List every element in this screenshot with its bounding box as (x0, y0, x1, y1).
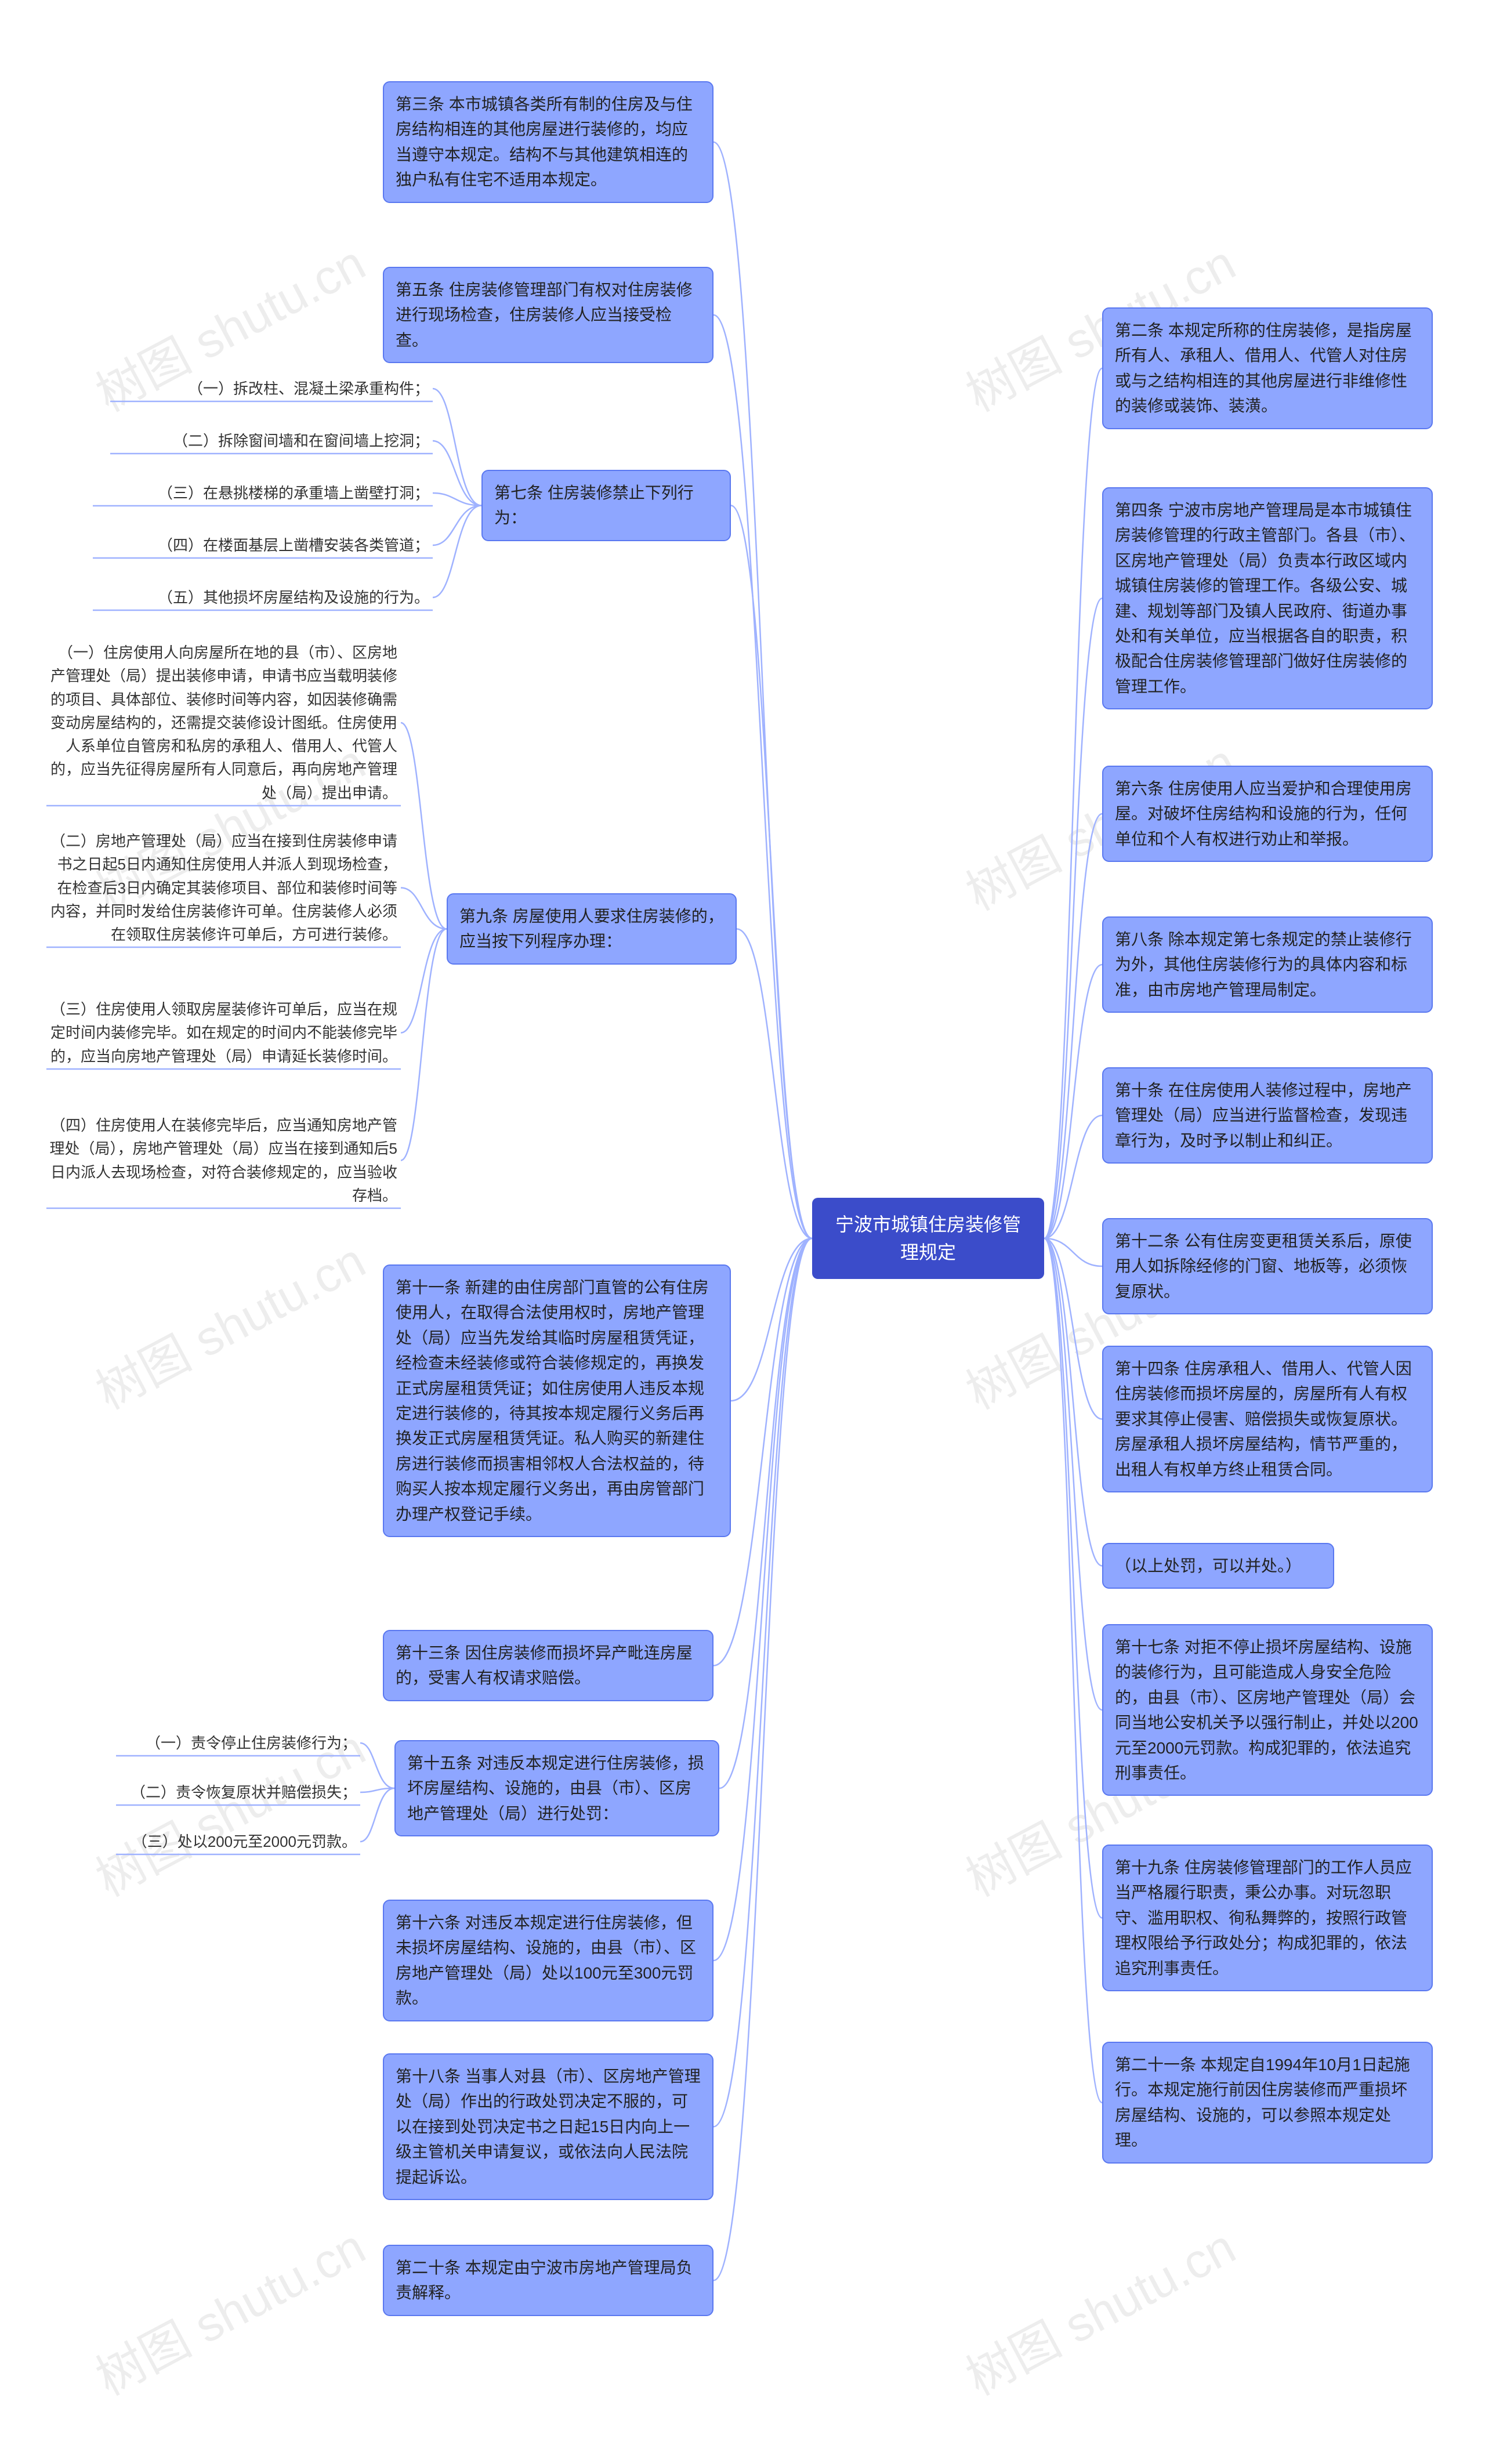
mindmap-node: 第十三条 因住房装修而损坏异产毗连房屋的，受害人有权请求赔偿。 (383, 1630, 713, 1701)
mindmap-node: 第十八条 当事人对县（市）、区房地产管理处（局）作出的行政处罚决定不服的，可以在… (383, 2053, 713, 2200)
mindmap-leaf: （三）住房使用人领取房屋装修许可单后，应当在规定时间内装修完毕。如在规定的时间内… (46, 998, 397, 1068)
mindmap-node: 第七条 住房装修禁止下列行为： (481, 470, 731, 541)
mindmap-node: 第八条 除本规定第七条规定的禁止装修行为外，其他住房装修行为的具体内容和标准，由… (1102, 916, 1433, 1013)
mindmap-node: 第六条 住房使用人应当爱护和合理使用房屋。对破坏住房结构和设施的行为，任何单位和… (1102, 766, 1433, 862)
mindmap-node: 第九条 房屋使用人要求住房装修的，应当按下列程序办理： (447, 893, 737, 965)
mindmap-leaf: （五）其他损坏房屋结构及设施的行为。 (93, 586, 429, 609)
mindmap-node: （以上处罚，可以并处。） (1102, 1543, 1334, 1589)
mindmap-leaf: （二）责令恢复原状并赔偿损失； (116, 1781, 357, 1804)
mindmap-node: 第二十条 本规定由宁波市房地产管理局负责解释。 (383, 2245, 713, 2316)
mindmap-leaf: （二）拆除窗间墙和在窗间墙上挖洞； (110, 429, 429, 452)
mindmap-leaf: （四）住房使用人在装修完毕后，应当通知房地产管理处（局），房地产管理处（局）应当… (46, 1114, 397, 1207)
mindmap-node: 第十六条 对违反本规定进行住房装修，但未损坏房屋结构、设施的，由县（市）、区房地… (383, 1900, 713, 2021)
mindmap-node: 第五条 住房装修管理部门有权对住房装修进行现场检查，住房装修人应当接受检查。 (383, 267, 713, 363)
mindmap-leaf: （一）住房使用人向房屋所在地的县（市）、区房地产管理处（局）提出装修申请，申请书… (46, 641, 397, 805)
mindmap-leaf: （三）处以200元至2000元罚款。 (116, 1830, 357, 1853)
watermark: 树图 shutu.cn (952, 2209, 1245, 2409)
mindmap-node: 第二条 本规定所称的住房装修，是指房屋所有人、承租人、借用人、代管人对住房或与之… (1102, 307, 1433, 429)
watermark: 树图 shutu.cn (82, 2209, 375, 2409)
mindmap-node: 第二十一条 本规定自1994年10月1日起施行。本规定施行前因住房装修而严重损坏… (1102, 2042, 1433, 2164)
mindmap-node: 第十五条 对违反本规定进行住房装修，损坏房屋结构、设施的，由县（市）、区房地产管… (394, 1740, 719, 1836)
mindmap-node: 第十一条 新建的由住房部门直管的公有住房使用人，在取得合法使用权时，房地产管理处… (383, 1264, 731, 1537)
mindmap-node: 第十条 在住房使用人装修过程中，房地产管理处（局）应当进行监督检查，发现违章行为… (1102, 1067, 1433, 1164)
mindmap-leaf: （一）拆改柱、混凝土梁承重构件； (110, 377, 429, 400)
mindmap-leaf: （三）在悬挑楼梯的承重墙上凿壁打洞； (93, 481, 429, 505)
diagram-stage: 树图 shutu.cn树图 shutu.cn树图 shutu.cn树图 shut… (0, 0, 1485, 2464)
mindmap-node: 第十二条 公有住房变更租赁关系后，原使用人如拆除经修的门窗、地板等，必须恢复原状… (1102, 1218, 1433, 1314)
mindmap-node: 第十七条 对拒不停止损坏房屋结构、设施的装修行为，且可能造成人身安全危险的，由县… (1102, 1624, 1433, 1796)
mindmap-leaf: （一）责令停止住房装修行为； (116, 1731, 357, 1755)
watermark: 树图 shutu.cn (82, 1223, 375, 1423)
mindmap-node: 第十四条 住房承租人、借用人、代管人因住房装修而损坏房屋的，房屋所有人有权要求其… (1102, 1346, 1433, 1492)
root-node: 宁波市城镇住房装修管理规定 (812, 1198, 1044, 1279)
mindmap-node: 第四条 宁波市房地产管理局是本市城镇住房装修管理的行政主管部门。各县（市）、区房… (1102, 487, 1433, 709)
mindmap-leaf: （二）房地产管理处（局）应当在接到住房装修申请书之日起5日内通知住房使用人并派人… (46, 829, 397, 946)
mindmap-node: 第十九条 住房装修管理部门的工作人员应当严格履行职责，秉公办事。对玩忽职守、滥用… (1102, 1845, 1433, 1991)
mindmap-node: 第三条 本市城镇各类所有制的住房及与住房结构相连的其他房屋进行装修的，均应当遵守… (383, 81, 713, 203)
mindmap-leaf: （四）在楼面基层上凿槽安装各类管道； (93, 534, 429, 557)
